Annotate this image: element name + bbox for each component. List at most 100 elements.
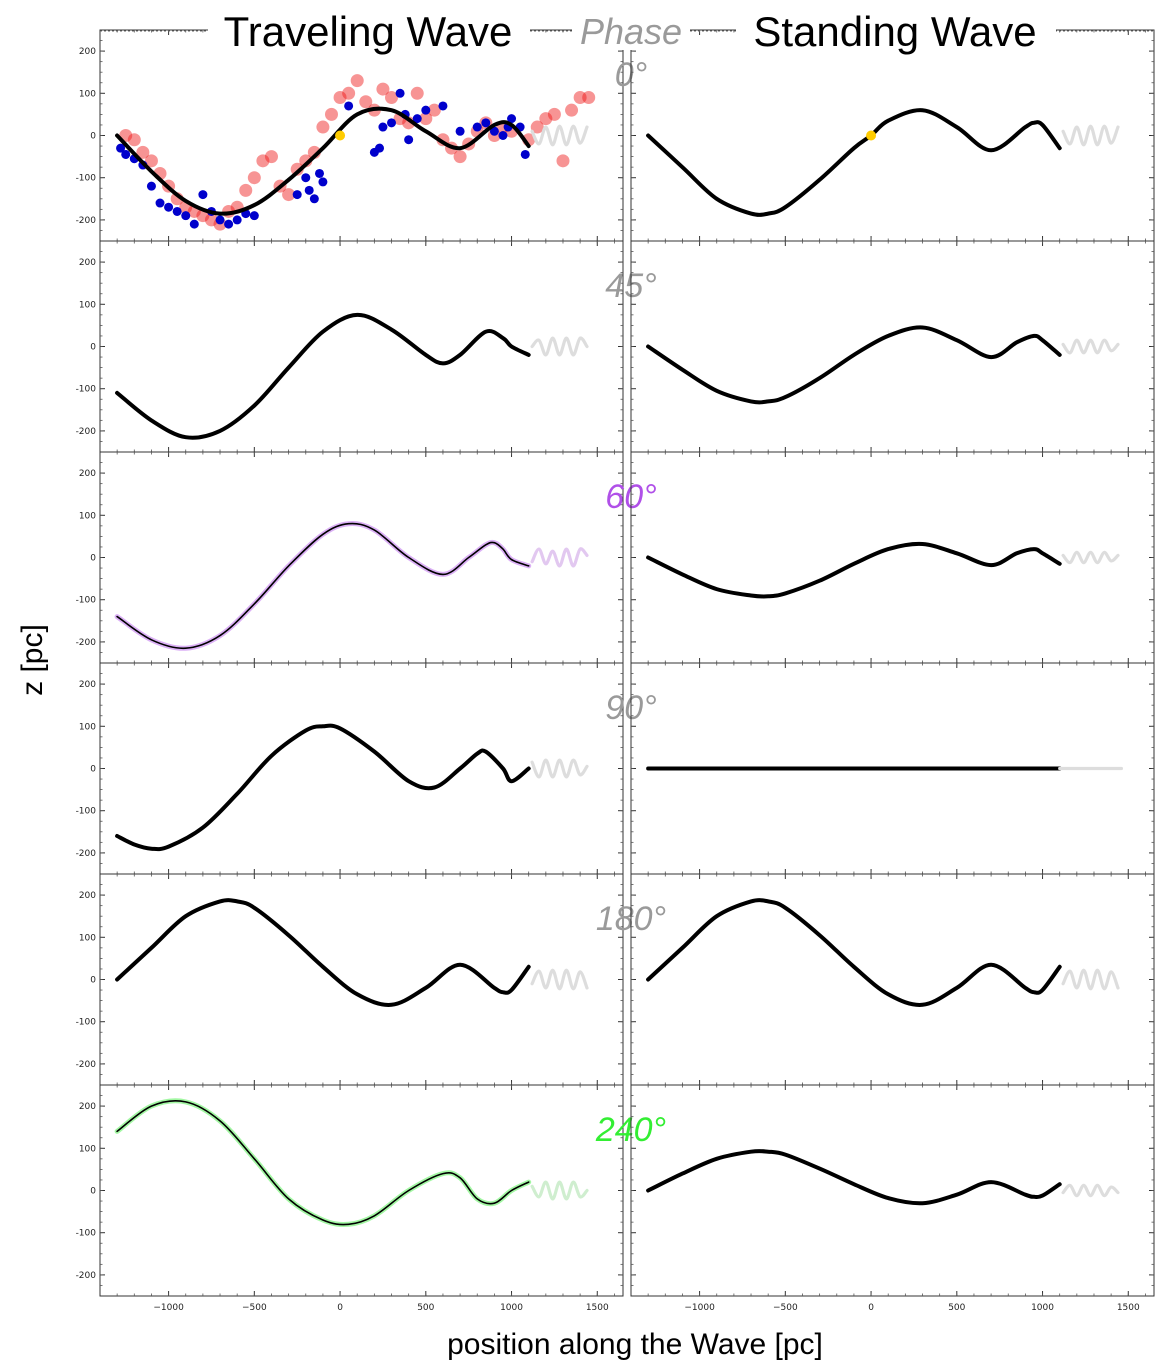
wave-extension-line <box>530 1180 589 1201</box>
y-tick-label: 0 <box>90 765 96 775</box>
blue-point <box>198 190 208 200</box>
x-tick-label: −1000 <box>153 1303 184 1313</box>
red-point <box>247 171 261 185</box>
wave-main-line <box>646 541 1062 599</box>
center-title-backdrop <box>572 6 690 50</box>
red-point <box>565 103 579 117</box>
y-tick-label: -200 <box>76 1271 97 1281</box>
red-point <box>136 145 150 159</box>
panel-traveling-3: -200 -100 0 100 200 <box>76 662 624 875</box>
x-tick-label: 0 <box>337 1303 343 1313</box>
red-point <box>290 162 304 176</box>
y-tick-label: -100 <box>76 1229 97 1239</box>
panel-frame <box>630 873 1155 1086</box>
red-point <box>556 154 570 168</box>
blue-point <box>404 135 414 145</box>
blue-point <box>472 122 482 132</box>
red-point <box>376 82 390 96</box>
red-point <box>582 91 596 105</box>
wave-extension-line <box>1061 1183 1120 1198</box>
y-tick-label: -100 <box>76 1018 97 1028</box>
y-axis-label: z [pc] <box>16 624 49 696</box>
x-tick-label: −500 <box>773 1303 798 1313</box>
x-axis-label: position along the Wave [pc] <box>447 1328 823 1361</box>
y-tick-label: 200 <box>79 469 96 479</box>
red-point <box>264 150 278 164</box>
panel-standing-0 <box>630 29 1155 242</box>
red-point <box>316 120 330 134</box>
blue-point <box>395 88 405 98</box>
y-tick-label: 200 <box>79 258 96 268</box>
x-tick-label: 1500 <box>1117 1303 1140 1313</box>
y-tick-label: -100 <box>76 596 97 606</box>
x-tick-label: 0 <box>868 1303 874 1313</box>
wave-main-line <box>115 312 531 440</box>
panel-standing-1 <box>630 240 1155 453</box>
wave-extension-line <box>1061 968 1120 991</box>
blue-point <box>292 190 302 200</box>
wave-main-line <box>646 325 1062 405</box>
y-tick-label: -200 <box>76 216 97 226</box>
right-title-backdrop <box>736 6 1056 50</box>
y-tick-label: 200 <box>79 891 96 901</box>
red-point <box>282 188 296 202</box>
y-tick-label: -100 <box>76 174 97 184</box>
y-tick-label: -200 <box>76 849 97 859</box>
wave-extension-line <box>1061 124 1120 147</box>
blue-point <box>412 114 422 124</box>
red-point <box>410 86 424 100</box>
blue-point <box>344 101 354 111</box>
sun-marker <box>335 130 346 141</box>
blue-point <box>498 131 508 140</box>
red-point <box>359 95 373 109</box>
blue-point <box>181 211 191 221</box>
blue-point <box>309 194 319 204</box>
wave-main-line <box>115 723 531 852</box>
y-tick-label: 100 <box>79 722 96 732</box>
blue-point <box>172 206 182 216</box>
red-point <box>427 103 441 117</box>
blue-point <box>146 181 156 191</box>
wave-extension-line <box>530 336 589 357</box>
x-tick-label: 1000 <box>500 1303 523 1313</box>
x-tick-label: −1000 <box>684 1303 715 1313</box>
panel-standing-5: −1000 −500 0 500 1000 1500 <box>630 1084 1155 1313</box>
blue-point <box>455 126 465 136</box>
y-tick-label: 100 <box>79 1144 96 1154</box>
panel-standing-4 <box>630 873 1155 1086</box>
y-tick-label: 100 <box>79 300 96 310</box>
blue-point <box>387 118 397 128</box>
blue-point <box>116 143 126 153</box>
wave-main-line <box>646 108 1062 217</box>
panel-frame <box>99 1084 624 1297</box>
y-tick-label: -200 <box>76 1060 97 1070</box>
wave-main-line <box>115 898 531 1007</box>
wave-halo-line <box>114 521 532 651</box>
red-point <box>453 150 467 164</box>
x-tick-label: 1500 <box>586 1303 609 1313</box>
blue-point <box>378 122 388 132</box>
blue-point <box>189 219 199 229</box>
red-point <box>385 91 399 105</box>
blue-point <box>421 105 431 115</box>
red-point <box>530 120 544 134</box>
y-tick-label: 100 <box>79 89 96 99</box>
panel-frame <box>630 1084 1155 1297</box>
red-point <box>144 154 158 168</box>
sun-marker <box>866 130 877 141</box>
phase-title: Phase <box>580 11 682 52</box>
x-tick-label: 1000 <box>1031 1303 1054 1313</box>
wave-main-line <box>115 106 531 216</box>
traveling-wave-title: Traveling Wave <box>224 8 513 55</box>
wave-extension-line <box>530 968 589 991</box>
panel-traveling-1: -200 -100 0 100 200 <box>76 240 624 453</box>
y-tick-label: 200 <box>79 680 96 690</box>
y-tick-label: 0 <box>90 132 96 142</box>
y-tick-label: 0 <box>90 343 96 353</box>
blue-point <box>155 198 165 208</box>
y-tick-label: 200 <box>79 1102 96 1112</box>
red-point <box>547 107 561 121</box>
blue-point <box>507 114 517 124</box>
red-point <box>573 91 587 105</box>
